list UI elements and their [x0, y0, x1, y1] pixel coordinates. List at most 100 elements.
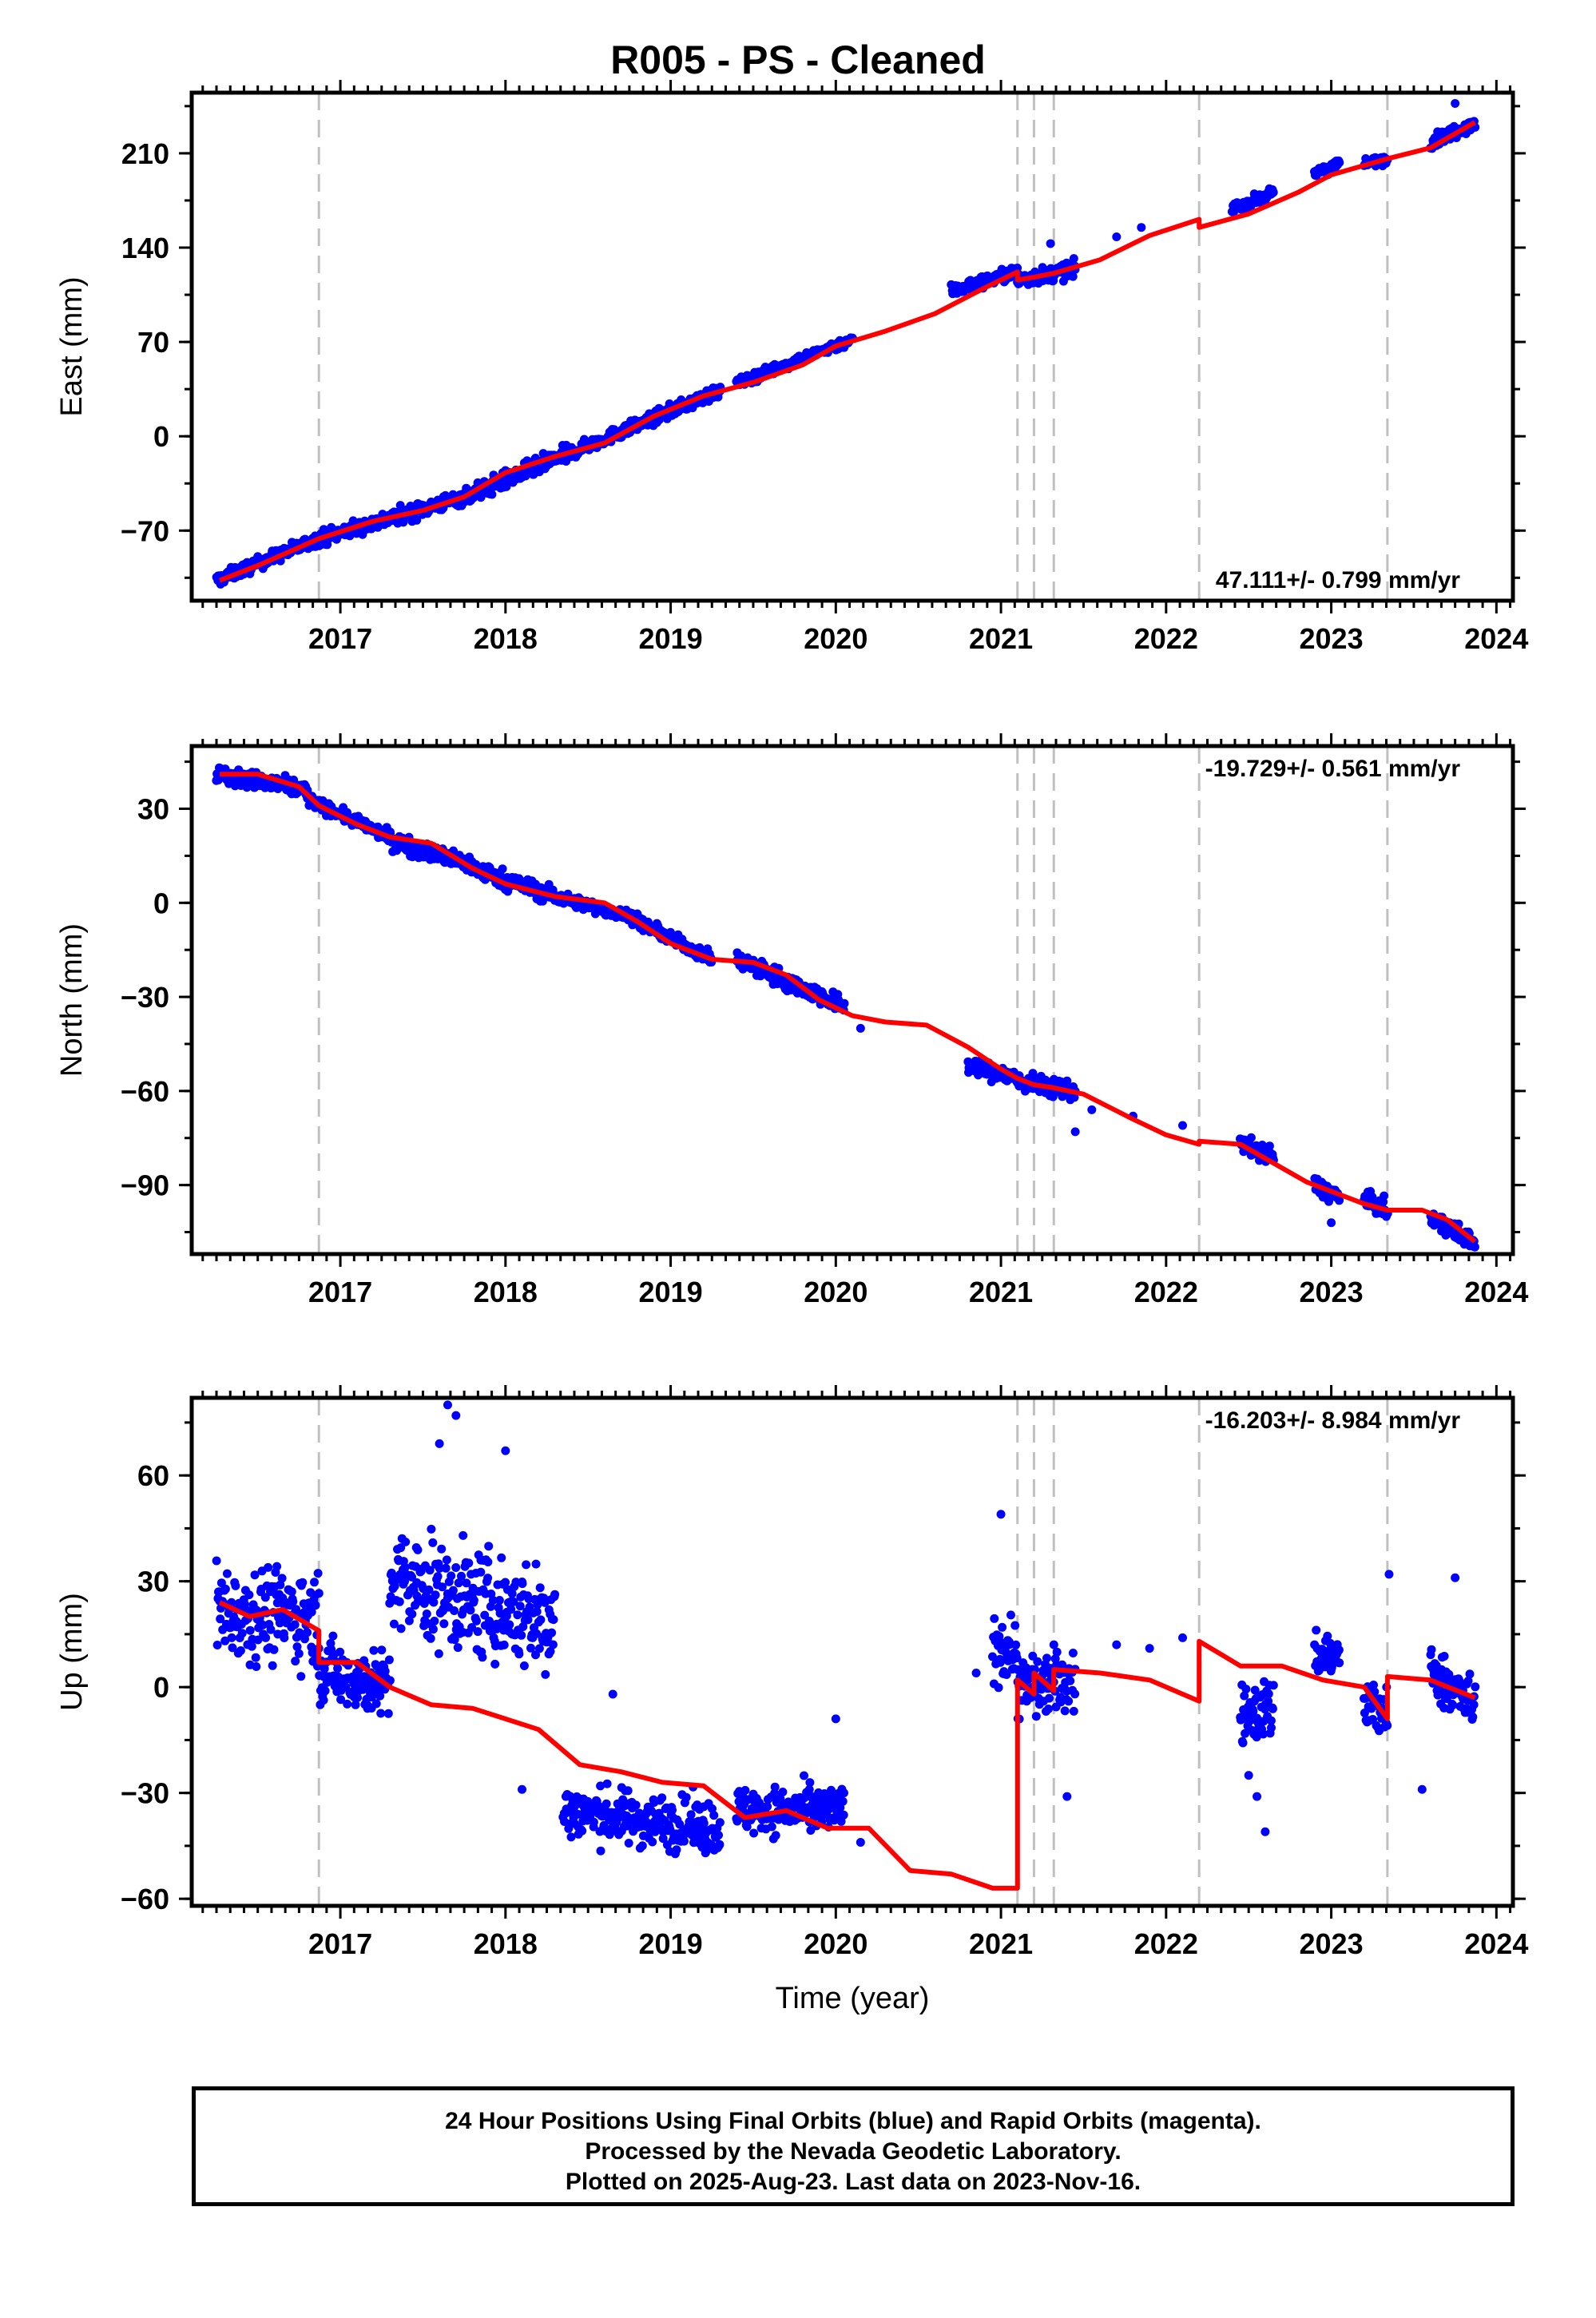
- up-data-point: [742, 1822, 752, 1832]
- up-data-point: [371, 1699, 381, 1709]
- north-rate-label: -19.729+/- 0.561 mm/yr: [1205, 756, 1461, 782]
- up-data-point: [532, 1607, 542, 1617]
- up-x-tick-label: 2024: [1464, 1927, 1528, 1960]
- up-data-point: [637, 1841, 647, 1851]
- north-panel: 2017 2018 2019 2020 2021 2022 2023 2024 −90 −60 −3…: [55, 733, 1528, 1308]
- up-x-tick-label: 2019: [639, 1927, 703, 1960]
- east-data-point: [1068, 272, 1078, 281]
- east-data-point: [579, 435, 589, 444]
- up-data-point: [428, 1538, 438, 1547]
- east-fit-line: [219, 120, 1476, 583]
- north-y-tick-label: 30: [137, 793, 169, 826]
- up-data-point: [369, 1645, 379, 1655]
- up-data-point: [1253, 1792, 1262, 1801]
- up-data-point: [220, 1636, 230, 1645]
- up-data-point: [515, 1602, 525, 1611]
- east-data-point: [1046, 239, 1055, 248]
- up-data-point: [675, 1820, 685, 1829]
- up-y-tick-label: 0: [153, 1671, 169, 1704]
- up-data-point: [994, 1683, 1003, 1693]
- up-data-point: [483, 1574, 493, 1583]
- up-data-point: [400, 1562, 410, 1572]
- up-data-point: [1049, 1640, 1058, 1649]
- up-data-point: [311, 1601, 320, 1610]
- caption-line-2: Processed by the Nevada Geodetic Laborat…: [585, 2138, 1122, 2165]
- up-x-tick-label: 2017: [308, 1927, 372, 1960]
- up-data-point: [459, 1530, 468, 1540]
- east-x-tick-label: 2017: [308, 622, 372, 655]
- up-data-point: [522, 1560, 531, 1570]
- up-data-point: [763, 1802, 772, 1812]
- up-data-point: [497, 1553, 506, 1562]
- up-data-point: [1070, 1689, 1080, 1699]
- east-y-tick-label: −70: [121, 514, 169, 547]
- up-data-point: [624, 1839, 633, 1848]
- up-data-point: [333, 1664, 343, 1673]
- up-data-point: [996, 1510, 1006, 1519]
- up-data-point: [310, 1578, 319, 1587]
- up-x-axis-title: Time (year): [776, 1982, 930, 2015]
- up-data-point: [1465, 1669, 1475, 1679]
- up-data-point: [237, 1629, 247, 1638]
- up-data-point: [292, 1642, 302, 1652]
- north-y-tick-label: −30: [121, 981, 169, 1014]
- east-y-tick-label: 0: [153, 420, 169, 453]
- up-data-point: [988, 1652, 997, 1661]
- up-data-point: [1045, 1693, 1054, 1703]
- north-fit-line: [220, 772, 1477, 1244]
- up-data-point: [389, 1619, 399, 1629]
- up-data-point: [608, 1689, 617, 1699]
- up-data-point: [672, 1845, 681, 1855]
- up-data-point: [536, 1615, 546, 1625]
- east-x-tick-label: 2023: [1300, 622, 1364, 655]
- up-data-point: [483, 1558, 493, 1566]
- up-data-point: [1069, 1706, 1078, 1716]
- up-data-point: [336, 1695, 346, 1705]
- up-y-tick-label: −30: [121, 1777, 169, 1810]
- up-data-point: [601, 1799, 611, 1808]
- east-x-tick-label: 2024: [1464, 622, 1528, 655]
- up-plot-area: [212, 1398, 1480, 1906]
- up-data-point: [478, 1653, 487, 1662]
- up-data-point: [442, 1555, 451, 1565]
- east-x-tick-label: 2018: [474, 622, 538, 655]
- up-data-point: [280, 1633, 289, 1642]
- up-data-point: [1384, 1570, 1394, 1579]
- up-x-tick-label: 2018: [474, 1927, 538, 1960]
- up-data-point: [266, 1625, 276, 1634]
- up-data-point: [715, 1818, 725, 1828]
- up-data-point: [1006, 1610, 1015, 1620]
- up-data-point: [1439, 1652, 1449, 1661]
- up-data-point: [447, 1571, 456, 1581]
- up-fit-line: [218, 1600, 1476, 1891]
- up-data-point: [291, 1657, 300, 1666]
- up-data-point: [466, 1606, 475, 1615]
- caption-line-1: 24 Hour Positions Using Final Orbits (bl…: [445, 2108, 1261, 2134]
- north-data-point: [1335, 1196, 1344, 1205]
- up-data-point: [434, 1649, 443, 1658]
- up-data-point: [596, 1846, 605, 1856]
- up-data-point: [505, 1620, 514, 1629]
- up-data-point: [252, 1662, 261, 1671]
- up-data-point: [856, 1838, 865, 1847]
- up-data-point: [430, 1617, 439, 1625]
- up-data-point: [427, 1524, 436, 1534]
- up-data-point: [971, 1669, 981, 1677]
- up-data-point: [433, 1572, 443, 1582]
- up-data-point: [1335, 1658, 1344, 1668]
- up-data-point: [220, 1584, 230, 1594]
- up-data-point: [272, 1562, 282, 1571]
- up-data-point: [1427, 1645, 1436, 1654]
- up-data-point: [424, 1585, 434, 1594]
- up-data-point: [732, 1816, 742, 1826]
- up-data-point: [353, 1693, 362, 1702]
- up-data-point: [708, 1804, 717, 1813]
- up-data-point: [250, 1570, 260, 1580]
- east-plot-area: [212, 93, 1480, 601]
- up-data-point: [401, 1537, 411, 1546]
- up-data-point: [518, 1579, 527, 1589]
- up-data-point: [429, 1598, 439, 1607]
- north-y-tick-label: −90: [121, 1169, 169, 1202]
- up-data-point: [396, 1624, 406, 1633]
- up-data-point: [435, 1563, 444, 1573]
